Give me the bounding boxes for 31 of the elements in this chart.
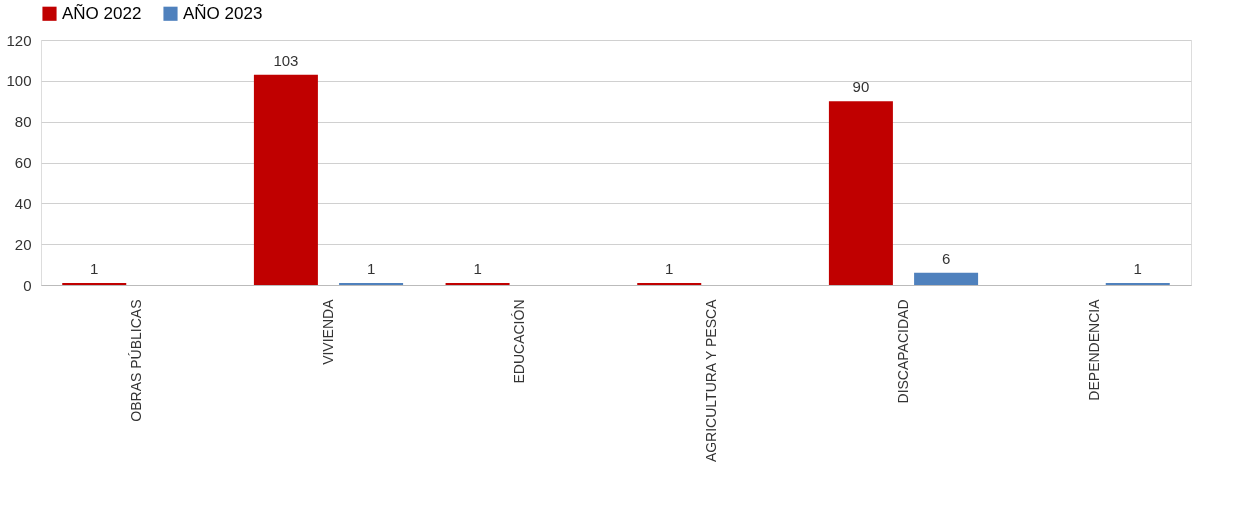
y-tick-label: 60 [14,154,32,171]
bar [637,282,702,285]
data-label: 1 [366,259,376,277]
data-label: 1 [473,259,482,277]
data-label: 6 [941,249,951,267]
data-label: 1 [665,259,674,277]
x-tick-label: EDUCACIÓN [511,299,528,384]
legend-label: AÑO 2022 [62,3,142,23]
y-tick-label: 0 [23,276,32,294]
data-label: 103 [273,51,299,69]
bar [62,282,127,285]
bar [828,101,893,285]
legend-label: AÑO 2023 [183,3,263,23]
y-tick-label: 80 [14,113,32,131]
x-tick-label: DEPENDENCIA [1086,298,1103,401]
bar [445,282,510,285]
bar [1105,282,1170,285]
data-label: 1 [1133,259,1142,277]
bar [339,282,404,285]
y-tick-label: 20 [14,235,32,253]
x-tick-label: VIVIENDA [319,298,336,365]
y-tick-label: 120 [6,31,32,49]
data-label: 1 [90,259,99,277]
x-tick-label: AGRICULTURA Y PESCA [702,298,719,463]
y-tick-label: 40 [14,194,32,212]
bar [914,272,979,285]
bar [253,74,318,285]
y-tick-label: 100 [6,72,32,90]
x-tick-label: DISCAPACIDAD [894,299,911,404]
x-tick-label: OBRAS PÚBLICAS [127,299,144,422]
data-label: 90 [852,78,870,96]
